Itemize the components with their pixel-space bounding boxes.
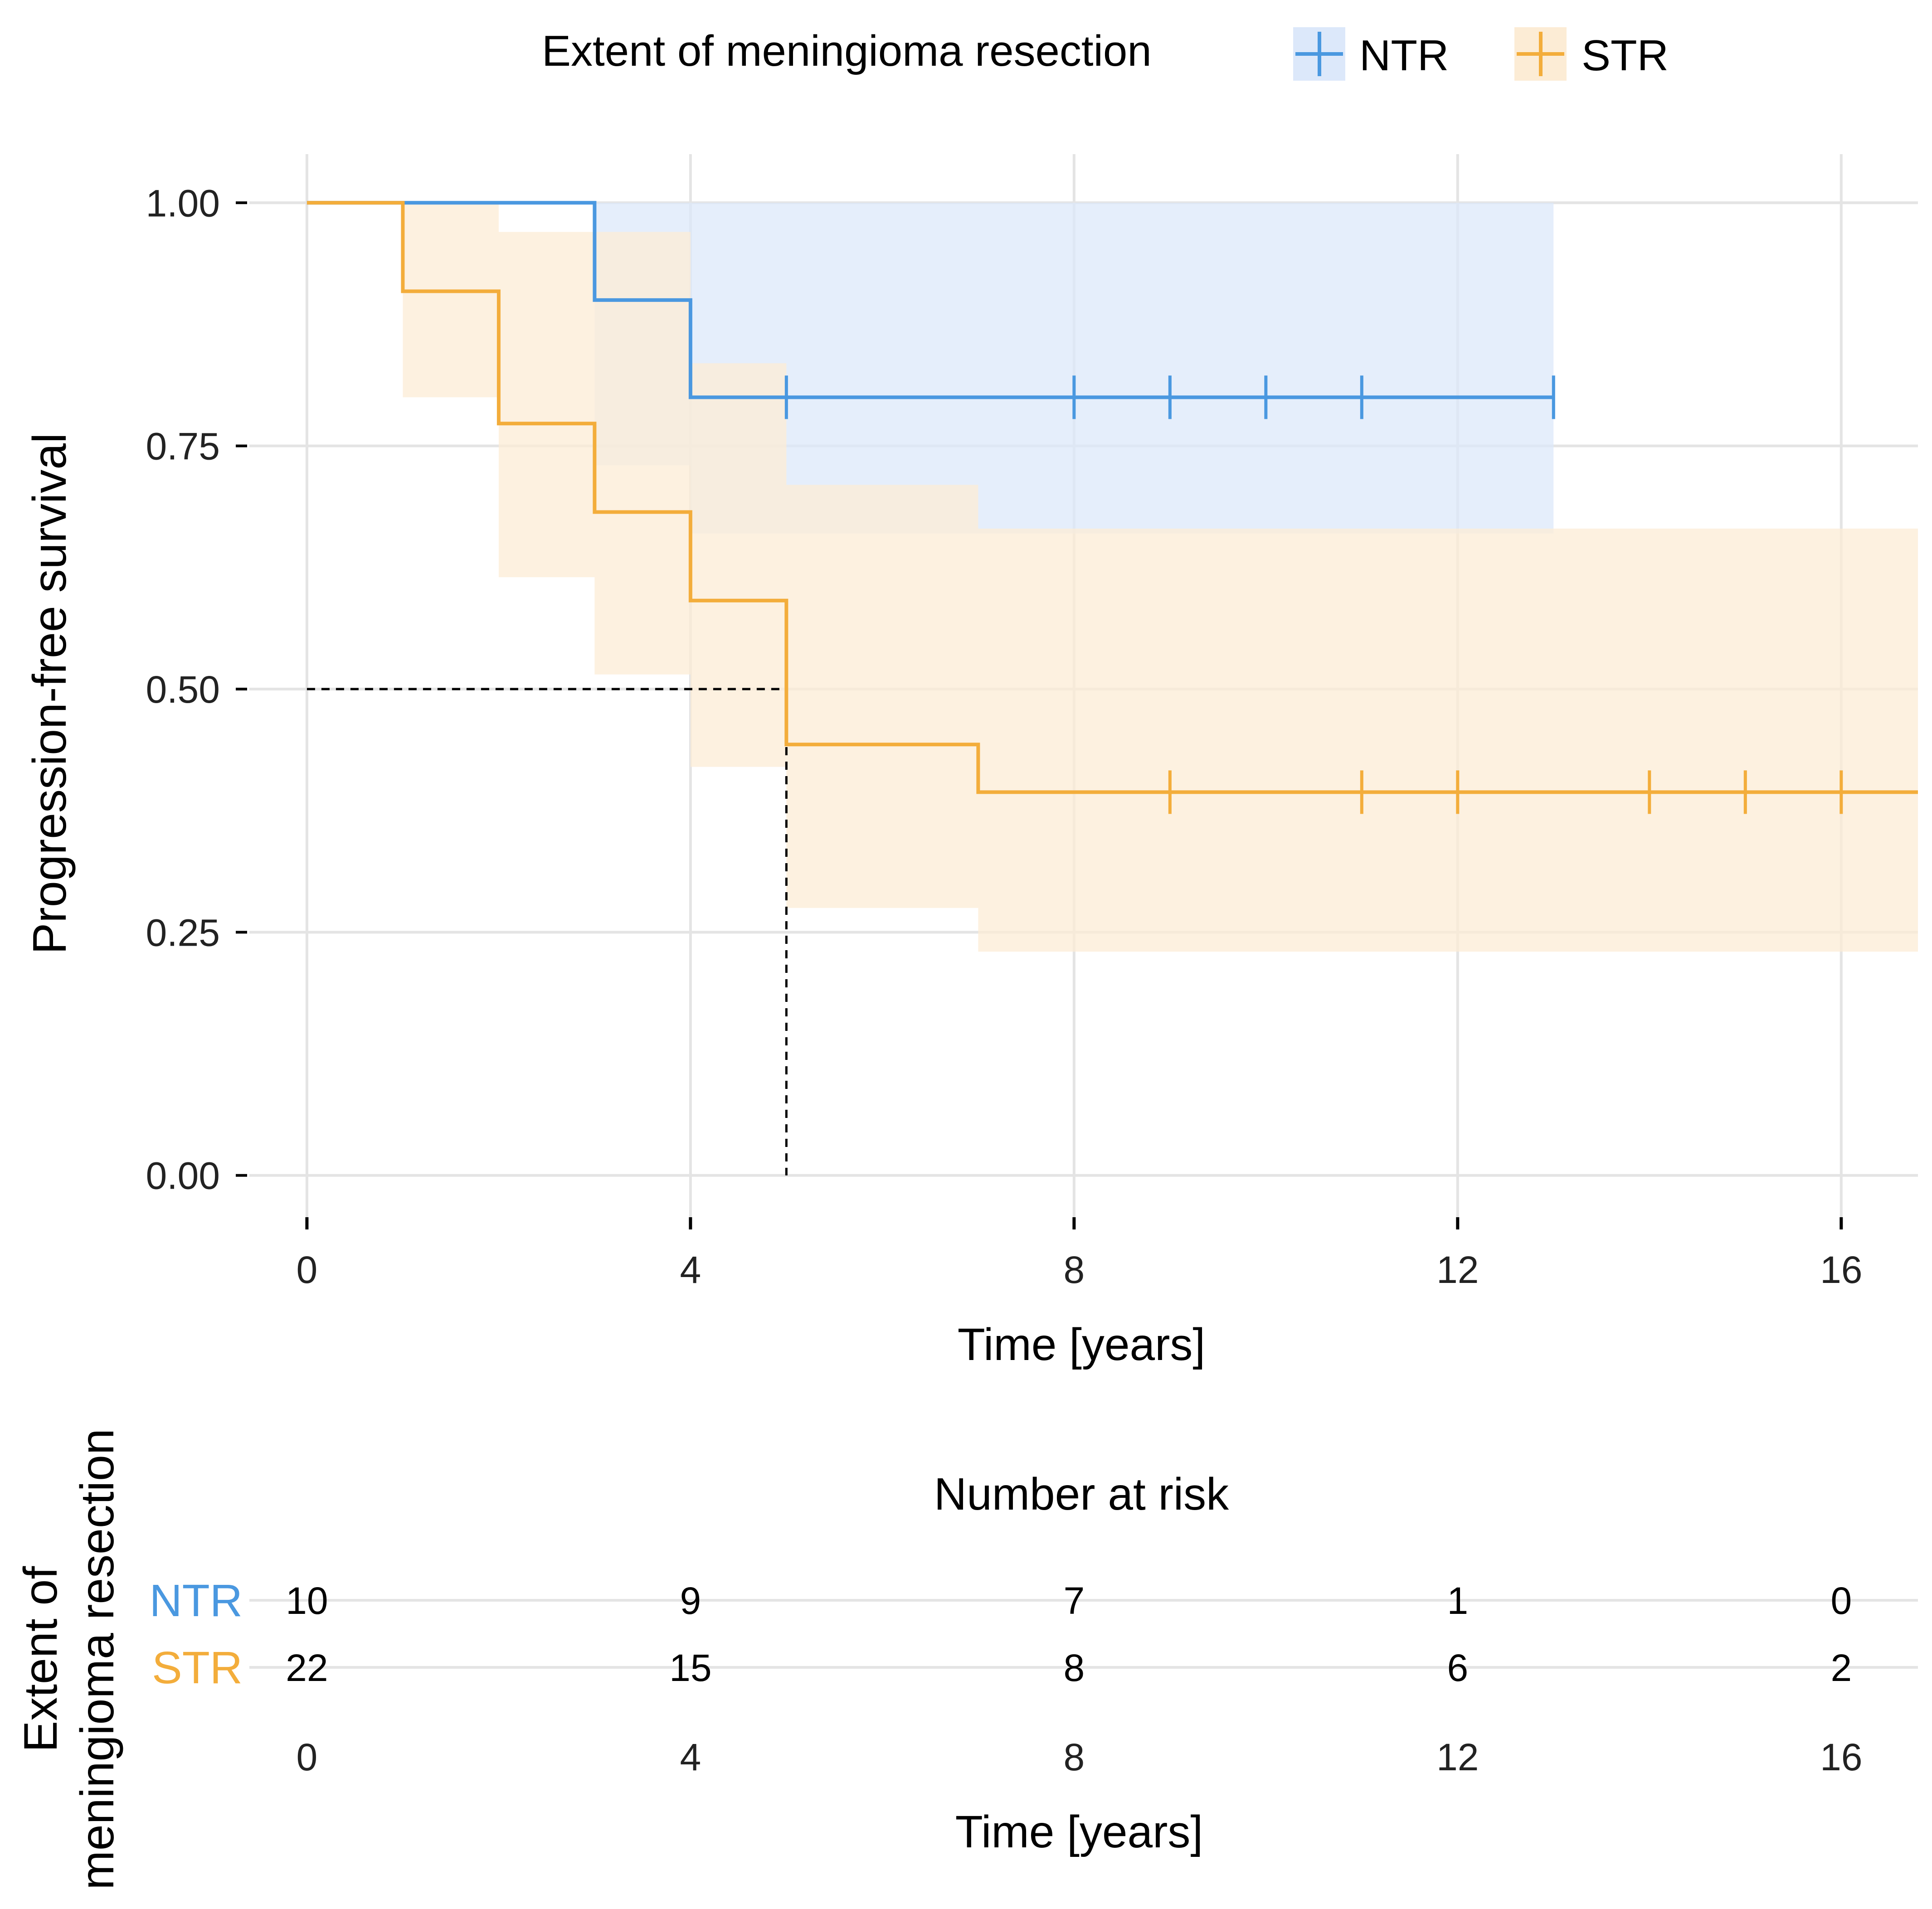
legend-entry-str: STR: [1514, 27, 1669, 81]
risk-count-str-16: 2: [1830, 1647, 1852, 1689]
censor-marks: [784, 375, 1843, 814]
confidence-bands: [307, 203, 1918, 952]
x-tick-label-4: 4: [680, 1248, 701, 1291]
legend-entry-ntr: NTR: [1293, 27, 1449, 81]
legend-title: Extent of meningioma resection: [542, 27, 1152, 75]
y-axis-title: Progression-free survival: [24, 433, 76, 954]
y-tick-label-0.5: 0.50: [146, 668, 220, 711]
risk-row-label-ntr: NTR: [149, 1575, 243, 1626]
y-axis: 0.00 0.25 0.50 0.75 1.00: [146, 182, 247, 1197]
risk-table-title: Number at risk: [934, 1469, 1229, 1520]
risk-table-gridlines: [249, 1599, 1918, 1669]
risk-table-x-axis: 0 4 8 12 16: [297, 1736, 1863, 1778]
risk-count-str-12: 6: [1447, 1647, 1468, 1689]
y-tick-label-0.75: 0.75: [146, 425, 220, 468]
risk-table-ylabel-line-1: Extent of: [15, 1566, 67, 1753]
risk-count-ntr-4: 9: [680, 1579, 701, 1622]
survival-curves: [307, 201, 1918, 794]
risk-table: Number at risk Extent of meningioma rese…: [15, 1428, 1918, 1890]
survival-curve-str: [307, 201, 1918, 794]
risk-count-str-4: 15: [669, 1647, 711, 1689]
survival-curve-ntr: [307, 201, 1554, 399]
main-plot: 0.00 0.25 0.50 0.75 1.00 0 4 8 12 16: [146, 154, 1918, 1291]
legend: Extent of meningioma resection NTR STR: [542, 27, 1669, 81]
risk-x-tick-label-8: 8: [1063, 1736, 1085, 1778]
x-tick-label-8: 8: [1063, 1248, 1085, 1291]
risk-x-tick-label-0: 0: [297, 1736, 318, 1778]
risk-x-tick-label-4: 4: [680, 1736, 701, 1778]
legend-ntr-label: NTR: [1359, 31, 1449, 80]
x-tick-label-16: 16: [1820, 1248, 1862, 1291]
y-tick-label-0: 0.00: [146, 1155, 220, 1197]
legend-str-label: STR: [1582, 31, 1669, 80]
risk-count-ntr-16: 0: [1830, 1579, 1852, 1622]
risk-x-tick-label-12: 12: [1436, 1736, 1479, 1778]
risk-row-label-str: STR: [152, 1642, 243, 1693]
y-tick-label-0.25: 0.25: [146, 911, 220, 954]
x-tick-label-12: 12: [1436, 1248, 1479, 1291]
y-tick-label-1: 1.00: [146, 182, 220, 224]
risk-table-ylabel-line-2: meningioma resection: [71, 1428, 124, 1890]
risk-x-tick-label-16: 16: [1820, 1736, 1862, 1778]
x-tick-label-0: 0: [297, 1248, 318, 1291]
risk-count-str-8: 8: [1063, 1647, 1085, 1689]
x-axis-title: Time [years]: [958, 1319, 1205, 1370]
x-axis: 0 4 8 12 16: [297, 1217, 1863, 1291]
risk-count-ntr-8: 7: [1063, 1579, 1085, 1622]
risk-table-xlabel: Time [years]: [955, 1807, 1203, 1857]
ci-band-str: [307, 203, 1918, 952]
median-lines: [307, 688, 788, 1176]
risk-count-str-0: 22: [286, 1647, 328, 1689]
risk-count-ntr-0: 10: [286, 1579, 328, 1622]
risk-count-ntr-12: 1: [1447, 1579, 1468, 1622]
